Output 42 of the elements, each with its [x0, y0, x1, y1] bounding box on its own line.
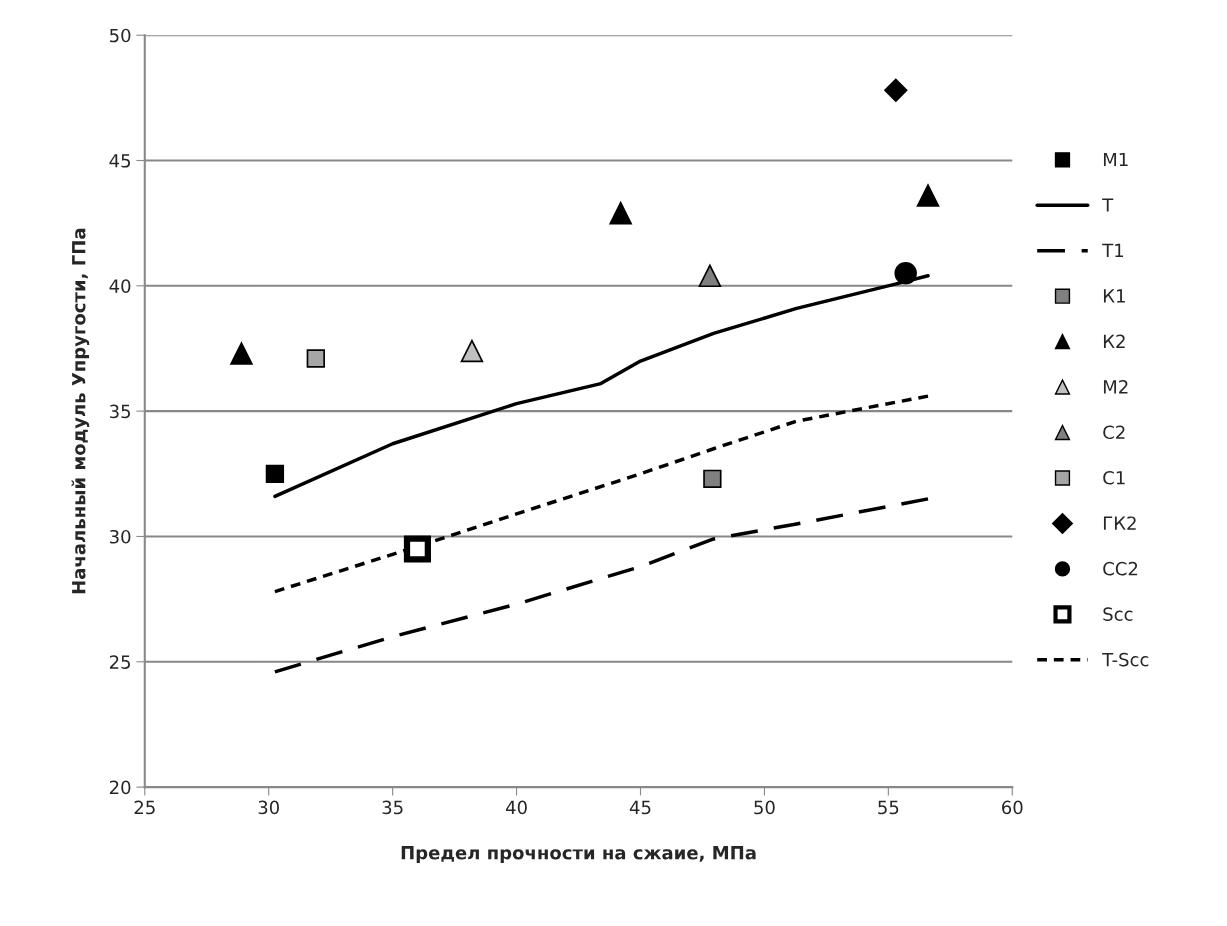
point — [916, 184, 940, 207]
x-tick-label: 55 — [878, 800, 899, 815]
x-tick-label: 50 — [754, 800, 775, 815]
y-tick-label: 45 — [109, 154, 131, 168]
y-tick-label: 35 — [109, 404, 131, 419]
legend-label: ГК2 — [1103, 516, 1136, 530]
line-series — [273, 497, 930, 674]
point — [230, 342, 253, 365]
y-tick-label: 50 — [110, 28, 131, 43]
point — [698, 264, 722, 288]
point — [306, 349, 325, 368]
legend-label: СС2 — [1103, 561, 1138, 576]
legend-label: С2 — [1103, 425, 1125, 440]
point — [403, 535, 431, 563]
y-tick-label: 30 — [109, 529, 131, 544]
point — [894, 262, 917, 285]
legend-label: М1 — [1103, 152, 1128, 167]
x-tick-label: 35 — [382, 800, 403, 815]
legend-label: Scc — [1103, 607, 1133, 621]
legend-label: М2 — [1103, 380, 1128, 394]
y-axis-title: Начальный модуль Упругости, ГПа — [71, 228, 90, 594]
legend-label: К2 — [1103, 334, 1125, 348]
point — [703, 469, 722, 488]
point — [609, 201, 632, 225]
point — [460, 339, 484, 363]
legend-label: T-Scc — [1102, 652, 1149, 667]
x-tick-label: 25 — [134, 800, 155, 815]
line-series — [273, 394, 930, 594]
y-tick-label: 20 — [109, 780, 131, 795]
legend-label: С1 — [1103, 470, 1125, 485]
x-axis-title: Предел прочности на сжаие, МПа — [401, 846, 756, 864]
x-tick-label: 30 — [258, 800, 279, 815]
point — [265, 464, 285, 483]
legend-label: Т — [1102, 198, 1114, 212]
x-tick-label: 45 — [629, 800, 651, 815]
y-tick-label: 40 — [109, 279, 131, 293]
x-tick-label: 40 — [505, 800, 527, 815]
x-tick-label: 60 — [1002, 800, 1023, 815]
y-tick-label: 25 — [109, 655, 131, 669]
legend-label: Т1 — [1102, 243, 1124, 258]
legend-label: К1 — [1103, 289, 1125, 303]
point — [884, 78, 908, 102]
